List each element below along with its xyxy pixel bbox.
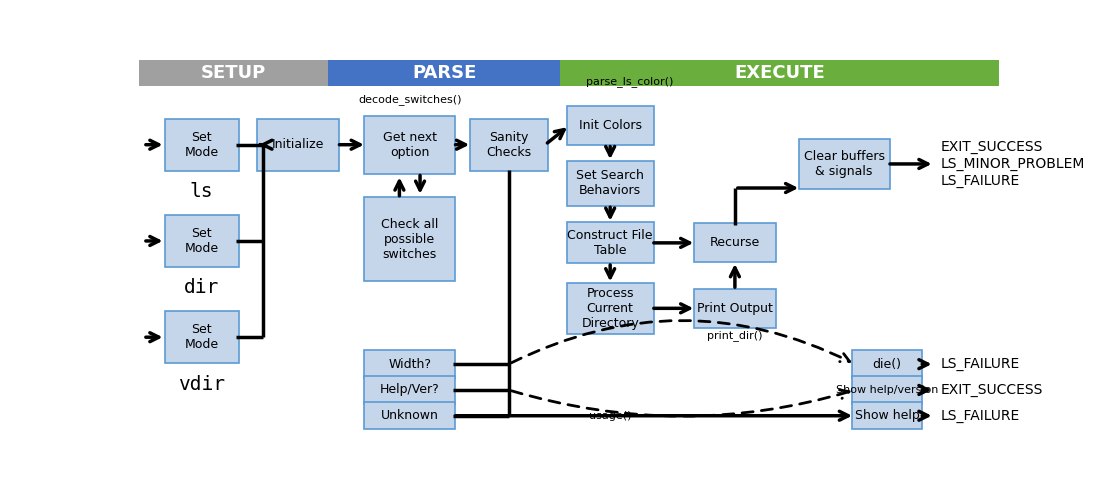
Text: Help/Ver?: Help/Ver? [380, 384, 440, 396]
FancyBboxPatch shape [364, 350, 455, 378]
Text: Width?: Width? [388, 358, 431, 370]
FancyBboxPatch shape [364, 198, 455, 280]
Text: die(): die() [872, 358, 901, 370]
Text: Show help/version: Show help/version [836, 385, 938, 395]
Text: Unknown: Unknown [381, 409, 438, 422]
FancyBboxPatch shape [364, 402, 455, 429]
Text: PARSE: PARSE [412, 64, 476, 82]
Text: EXIT_SUCCESS: EXIT_SUCCESS [940, 140, 1043, 153]
FancyBboxPatch shape [567, 106, 654, 145]
FancyBboxPatch shape [164, 215, 239, 267]
FancyBboxPatch shape [567, 222, 654, 264]
Text: usage(): usage() [589, 410, 632, 420]
FancyBboxPatch shape [364, 376, 455, 404]
Text: ls: ls [190, 182, 213, 201]
Bar [561, 60, 999, 86]
Text: LS_MINOR_PROBLEM: LS_MINOR_PROBLEM [940, 157, 1084, 171]
FancyBboxPatch shape [694, 289, 776, 328]
FancyBboxPatch shape [567, 283, 654, 334]
Text: Check all
possible
switches: Check all possible switches [381, 218, 438, 260]
FancyBboxPatch shape [852, 350, 922, 378]
Text: LS_FAILURE: LS_FAILURE [940, 174, 1020, 188]
Text: print_dir(): print_dir() [707, 330, 763, 340]
Text: Set Search
Behaviors: Set Search Behaviors [576, 169, 644, 197]
Text: dir: dir [184, 278, 219, 297]
Text: LS_FAILURE: LS_FAILURE [940, 408, 1020, 422]
Text: Set
Mode: Set Mode [184, 227, 219, 255]
Text: Initialize: Initialize [272, 138, 324, 151]
Text: LS_FAILURE: LS_FAILURE [940, 357, 1020, 371]
Text: Set
Mode: Set Mode [184, 323, 219, 351]
FancyBboxPatch shape [852, 402, 922, 429]
FancyBboxPatch shape [164, 118, 239, 171]
Text: Recurse: Recurse [709, 236, 760, 250]
FancyBboxPatch shape [164, 311, 239, 364]
Text: EXIT_SUCCESS: EXIT_SUCCESS [940, 383, 1043, 397]
Text: SETUP: SETUP [201, 64, 266, 82]
FancyBboxPatch shape [256, 118, 340, 171]
Text: vdir: vdir [178, 374, 225, 394]
Bar [139, 60, 329, 86]
Text: Sanity
Checks: Sanity Checks [486, 130, 532, 158]
Text: parse_ls_color(): parse_ls_color() [586, 76, 674, 86]
Bar [329, 60, 561, 86]
Text: Print Output: Print Output [697, 302, 773, 315]
Text: Construct File
Table: Construct File Table [567, 229, 653, 257]
FancyBboxPatch shape [852, 376, 922, 404]
FancyBboxPatch shape [364, 116, 455, 174]
Text: Show help: Show help [855, 409, 919, 422]
Text: Set
Mode: Set Mode [184, 130, 219, 158]
Text: Clear buffers
& signals: Clear buffers & signals [804, 150, 885, 178]
Text: Process
Current
Directory: Process Current Directory [582, 287, 639, 330]
FancyBboxPatch shape [567, 161, 654, 206]
FancyBboxPatch shape [470, 118, 548, 171]
FancyBboxPatch shape [694, 224, 776, 262]
Text: decode_switches(): decode_switches() [359, 94, 462, 106]
Text: Init Colors: Init Colors [578, 119, 642, 132]
Text: EXECUTE: EXECUTE [734, 64, 825, 82]
Text: Get next
option: Get next option [383, 130, 436, 158]
FancyBboxPatch shape [798, 138, 890, 189]
